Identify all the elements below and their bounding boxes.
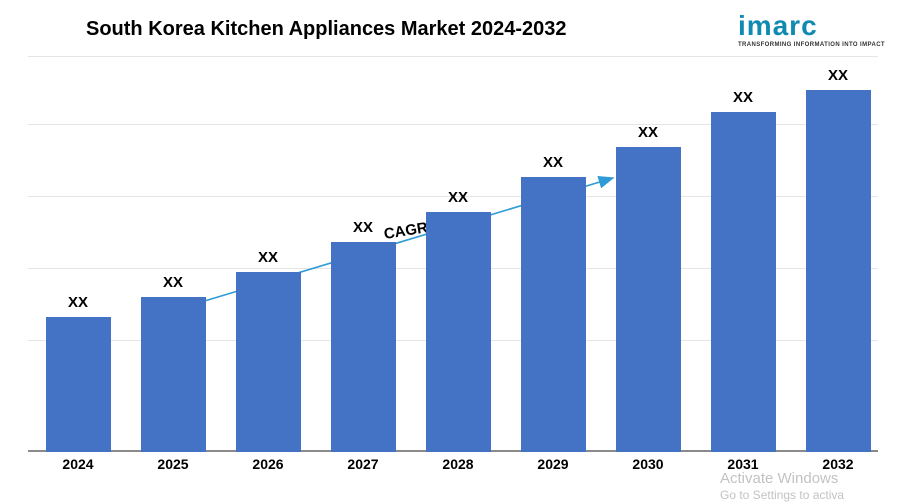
- logo-tagline: TRANSFORMING INFORMATION INTO IMPACT: [738, 42, 885, 48]
- bar: [331, 242, 396, 452]
- value-label: XX: [448, 189, 468, 206]
- logo-text: imarc: [738, 10, 885, 42]
- imarc-logo: imarc TRANSFORMING INFORMATION INTO IMPA…: [738, 10, 885, 48]
- bar: [46, 317, 111, 452]
- value-label: XX: [733, 89, 753, 106]
- value-label: XX: [258, 249, 278, 266]
- bar: [236, 272, 301, 452]
- value-label: XX: [543, 154, 563, 171]
- x-axis-label: 2025: [157, 456, 188, 472]
- x-axis-label: 2030: [632, 456, 663, 472]
- bar: [806, 90, 871, 452]
- value-label: XX: [163, 274, 183, 291]
- x-axis-label: 2024: [62, 456, 93, 472]
- chart-container: South Korea Kitchen Appliances Market 20…: [0, 0, 903, 504]
- value-label: XX: [828, 67, 848, 84]
- x-axis-label: 2028: [442, 456, 473, 472]
- value-label: XX: [353, 219, 373, 236]
- x-axis-label: 2029: [537, 456, 568, 472]
- value-label: XX: [68, 294, 88, 311]
- plot-area: CAGR 4% XXXXXXXXXXXXXXXXXX 2024202520262…: [28, 56, 878, 476]
- watermark-line2: Go to Settings to activa: [720, 488, 844, 502]
- bar: [521, 177, 586, 452]
- x-axis-label: 2027: [347, 456, 378, 472]
- bar: [141, 297, 206, 452]
- bar: [426, 212, 491, 452]
- bars-group: XX XX XX XX XX XX XX XX XX: [28, 56, 878, 452]
- chart-title: South Korea Kitchen Appliances Market 20…: [86, 18, 567, 41]
- bar: [711, 112, 776, 452]
- value-label: XX: [638, 124, 658, 141]
- x-axis-label: 2026: [252, 456, 283, 472]
- bar: [616, 147, 681, 452]
- watermark-line1: Activate Windows: [720, 470, 838, 487]
